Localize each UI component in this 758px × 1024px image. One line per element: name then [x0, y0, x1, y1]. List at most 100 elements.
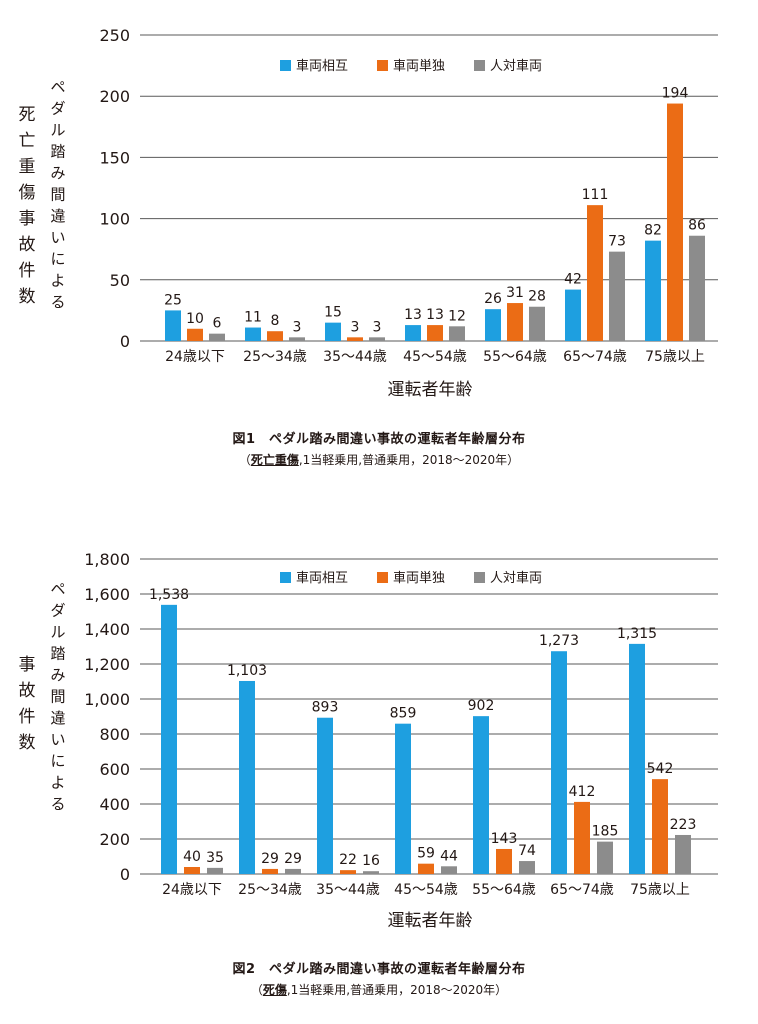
bar: [187, 328, 203, 341]
x-tick-label: 55～64歳: [472, 882, 536, 898]
figure-2-note-open: （: [250, 983, 263, 997]
bar: [245, 327, 261, 341]
y-tick-label: 1,800: [84, 550, 130, 569]
y-axis-sublabel-char: い: [50, 731, 65, 749]
figure-2-note-emphasis: 死傷: [262, 983, 287, 997]
y-axis-label-char: 事: [19, 655, 36, 675]
bar: [441, 866, 457, 874]
legend-swatch: [474, 60, 485, 71]
figure-1-caption: 図1 ペダル踏み間違い事故の運転者年齢層分布 （死亡重傷,1当軽乗用,普通乗用，…: [0, 428, 758, 468]
y-tick-label: 0: [120, 865, 130, 884]
bar: [325, 322, 341, 341]
legend-label: 車両単独: [393, 570, 445, 586]
x-tick-label: 24歳以下: [165, 349, 225, 365]
bar: [496, 848, 512, 874]
data-label: 902: [468, 698, 495, 714]
x-axis-label: 運転者年齢: [388, 380, 473, 400]
data-label: 1,273: [539, 633, 579, 649]
y-axis-sublabel-char: 違: [50, 709, 65, 727]
bar: [675, 834, 691, 874]
y-axis-sublabel-char: よ: [50, 272, 65, 290]
x-tick-label: 24歳以下: [162, 882, 222, 898]
y-axis-label-char: 死: [19, 105, 36, 125]
bar: [587, 205, 603, 341]
y-axis-label-char: 故: [19, 681, 36, 701]
data-label: 31: [506, 285, 524, 301]
y-axis-sublabel-char: る: [50, 293, 65, 311]
x-tick-label: 45～54歳: [394, 882, 458, 898]
data-label: 12: [448, 308, 466, 324]
data-label: 13: [426, 307, 444, 323]
bar: [209, 333, 225, 341]
data-label: 15: [324, 305, 342, 321]
y-axis-label-char: 件: [19, 707, 36, 727]
data-label: 3: [351, 319, 360, 335]
data-label: 1,315: [617, 626, 657, 642]
bar: [161, 604, 177, 874]
data-label: 82: [644, 223, 662, 239]
x-tick-label: 35～44歳: [316, 882, 380, 898]
bar: [609, 251, 625, 341]
legend-label: 車両単独: [393, 58, 445, 74]
data-label: 3: [373, 319, 382, 335]
legend-swatch: [377, 60, 388, 71]
bar: [449, 326, 465, 341]
y-axis-label-char: 数: [19, 287, 36, 307]
bar: [689, 235, 705, 341]
y-tick-label: 1,400: [84, 620, 130, 639]
y-axis-label-char: 事: [19, 209, 36, 229]
bar: [427, 325, 443, 341]
y-axis-sublabel-char: い: [50, 229, 65, 247]
y-axis-sublabel-char: ダ: [50, 602, 65, 620]
bar: [285, 868, 301, 874]
legend-label: 車両相互: [296, 571, 348, 586]
figure-2-note-rest: ,1当軽乗用,普通乗用，2018～2020年）: [286, 983, 508, 997]
figure-1-note-open: （: [238, 453, 251, 467]
data-label: 11: [244, 310, 262, 326]
y-tick-label: 1,000: [84, 690, 130, 709]
figure-2-note: （死傷,1当軽乗用,普通乗用，2018～2020年）: [0, 981, 758, 998]
bar: [519, 861, 535, 874]
x-tick-label: 25～34歳: [243, 349, 307, 365]
data-label: 25: [164, 292, 182, 308]
bar: [645, 240, 661, 341]
data-label: 6: [213, 316, 222, 332]
data-label: 16: [362, 853, 380, 869]
bar: [239, 680, 255, 874]
data-label: 859: [390, 706, 417, 722]
bar: [473, 716, 489, 874]
data-label: 185: [592, 824, 619, 840]
legend-swatch: [280, 60, 291, 71]
bar: [652, 779, 668, 874]
x-tick-label: 25～34歳: [238, 882, 302, 898]
figure-2-title: 図2 ペダル踏み間違い事故の運転者年齢層分布: [232, 962, 526, 977]
legend-swatch: [474, 572, 485, 583]
legend-swatch: [377, 572, 388, 583]
data-label: 22: [339, 852, 357, 868]
y-axis-label-char: 数: [19, 733, 36, 753]
data-label: 74: [518, 843, 536, 859]
y-axis-label-char: 傷: [19, 183, 36, 203]
bar: [667, 103, 683, 341]
y-axis-sublabel-char: 間: [50, 186, 65, 204]
bar: [267, 331, 283, 341]
x-tick-label: 35～44歳: [323, 349, 387, 365]
data-label: 412: [569, 784, 596, 800]
figure-1-title: 図1 ペダル踏み間違い事故の運転者年齢層分布: [232, 432, 526, 447]
bar: [165, 310, 181, 341]
data-label: 8: [271, 313, 280, 329]
x-tick-label: 65～74歳: [563, 349, 627, 365]
data-label: 10: [186, 311, 204, 327]
y-axis-sublabel-char: ダ: [50, 100, 65, 118]
y-axis-sublabel-char: 踏: [50, 645, 65, 663]
bar: [565, 289, 581, 341]
y-axis-sublabel-char: 違: [50, 207, 65, 225]
figure-2-caption: 図2 ペダル踏み間違い事故の運転者年齢層分布 （死傷,1当軽乗用,普通乗用，20…: [0, 958, 758, 998]
bar: [363, 871, 379, 874]
data-label: 40: [183, 849, 201, 865]
data-label: 194: [662, 86, 689, 102]
data-label: 44: [440, 848, 458, 864]
data-label: 42: [564, 272, 582, 288]
data-label: 3: [293, 319, 302, 335]
